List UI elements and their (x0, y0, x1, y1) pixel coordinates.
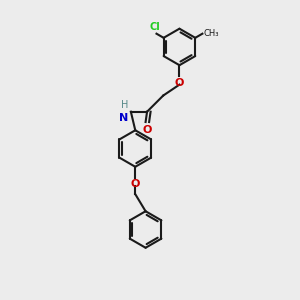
Text: CH₃: CH₃ (204, 29, 219, 38)
Text: O: O (130, 179, 140, 189)
Text: H: H (121, 100, 128, 110)
Text: O: O (175, 78, 184, 88)
Text: N: N (119, 113, 128, 123)
Text: O: O (142, 125, 152, 135)
Text: Cl: Cl (150, 22, 160, 32)
